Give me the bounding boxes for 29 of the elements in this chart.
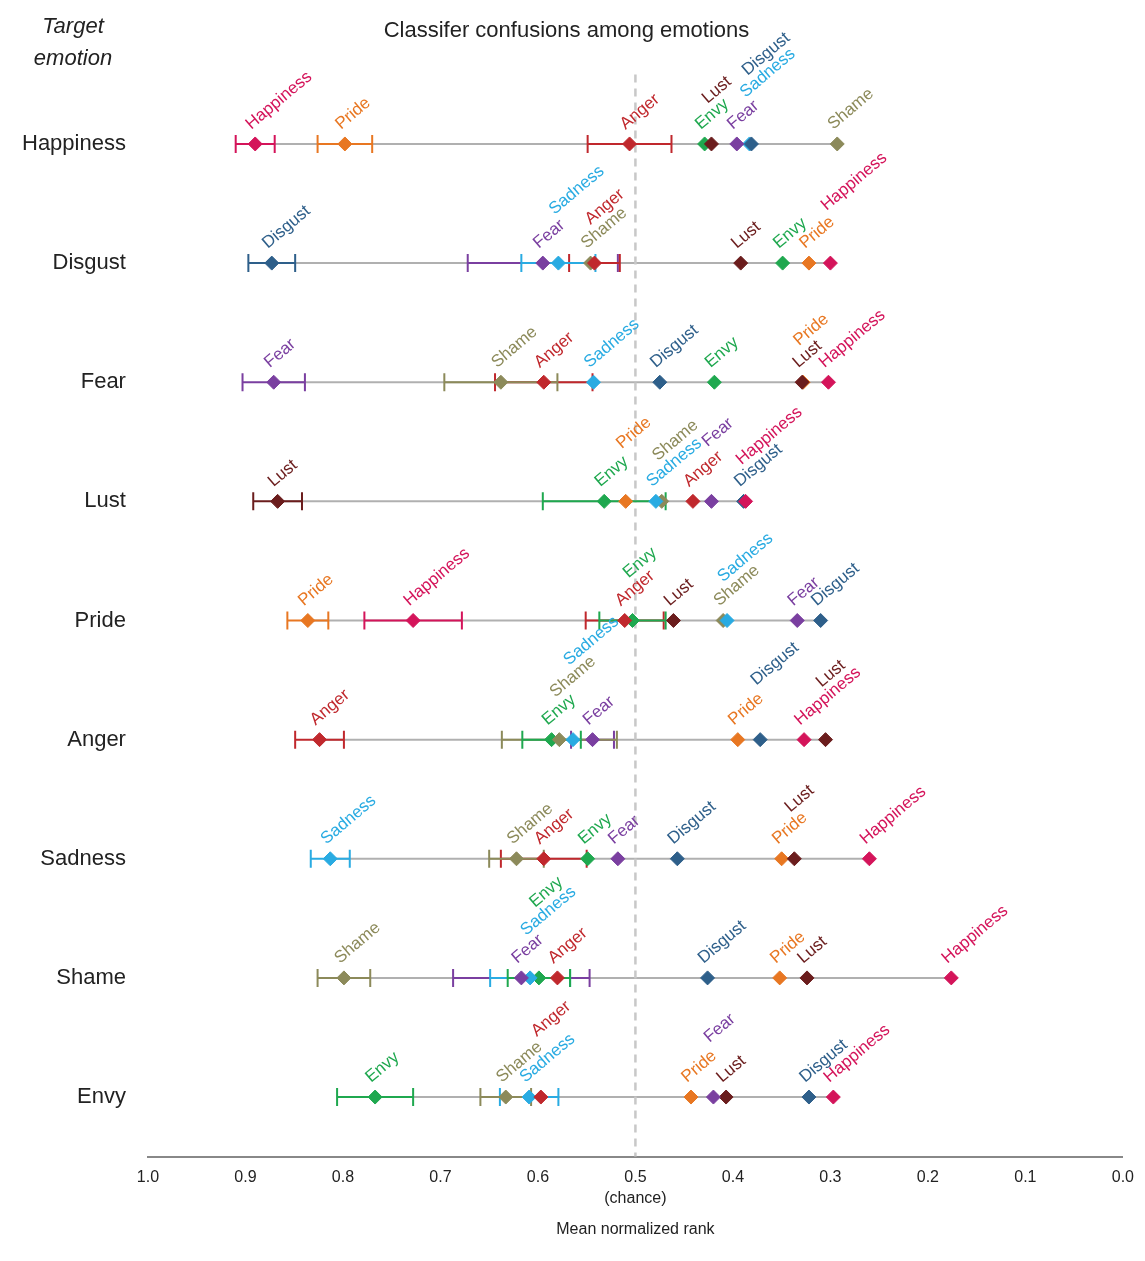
y-tick-label: Lust xyxy=(84,487,126,513)
y-tick-label: Pride xyxy=(74,606,126,632)
x-tick-label: 0.8 xyxy=(331,1167,355,1185)
x-axis-title: Mean normalized rank xyxy=(556,1219,716,1237)
text: Fear xyxy=(699,1009,739,1047)
x-tick-label: 0.0 xyxy=(1111,1167,1135,1185)
x-tick-label: 0.9 xyxy=(234,1167,257,1185)
x-tick-label: 0.6 xyxy=(526,1167,550,1185)
text: Fear xyxy=(260,334,300,372)
text: Fear xyxy=(529,215,569,253)
x-tick-label: 0.2 xyxy=(916,1167,940,1185)
x-tick-label: 0.5 xyxy=(624,1167,647,1185)
x-tick-label: 0.3 xyxy=(819,1167,842,1185)
y-tick-label: Shame xyxy=(56,963,126,989)
y-tick-label: Fear xyxy=(80,368,126,394)
text: Lust xyxy=(727,216,764,253)
y-axis-title: Target emotion xyxy=(32,12,114,72)
text: Lust xyxy=(659,574,697,610)
x-tick-label: 0.4 xyxy=(721,1167,745,1185)
x-tick-label: 1.0 xyxy=(136,1167,160,1185)
y-tick-label: Disgust xyxy=(52,249,126,275)
y-tick-label: Anger xyxy=(67,725,126,751)
x-tick-label: 0.7 xyxy=(429,1167,452,1185)
x-tick-label: 0.1 xyxy=(1014,1167,1037,1185)
y-tick-label: Envy xyxy=(77,1083,126,1109)
ref-line-label: (chance) xyxy=(604,1189,667,1207)
y-tick-label: Happiness xyxy=(22,130,126,156)
text: Lust xyxy=(263,455,301,491)
y-tick-label: Sadness xyxy=(40,844,126,870)
